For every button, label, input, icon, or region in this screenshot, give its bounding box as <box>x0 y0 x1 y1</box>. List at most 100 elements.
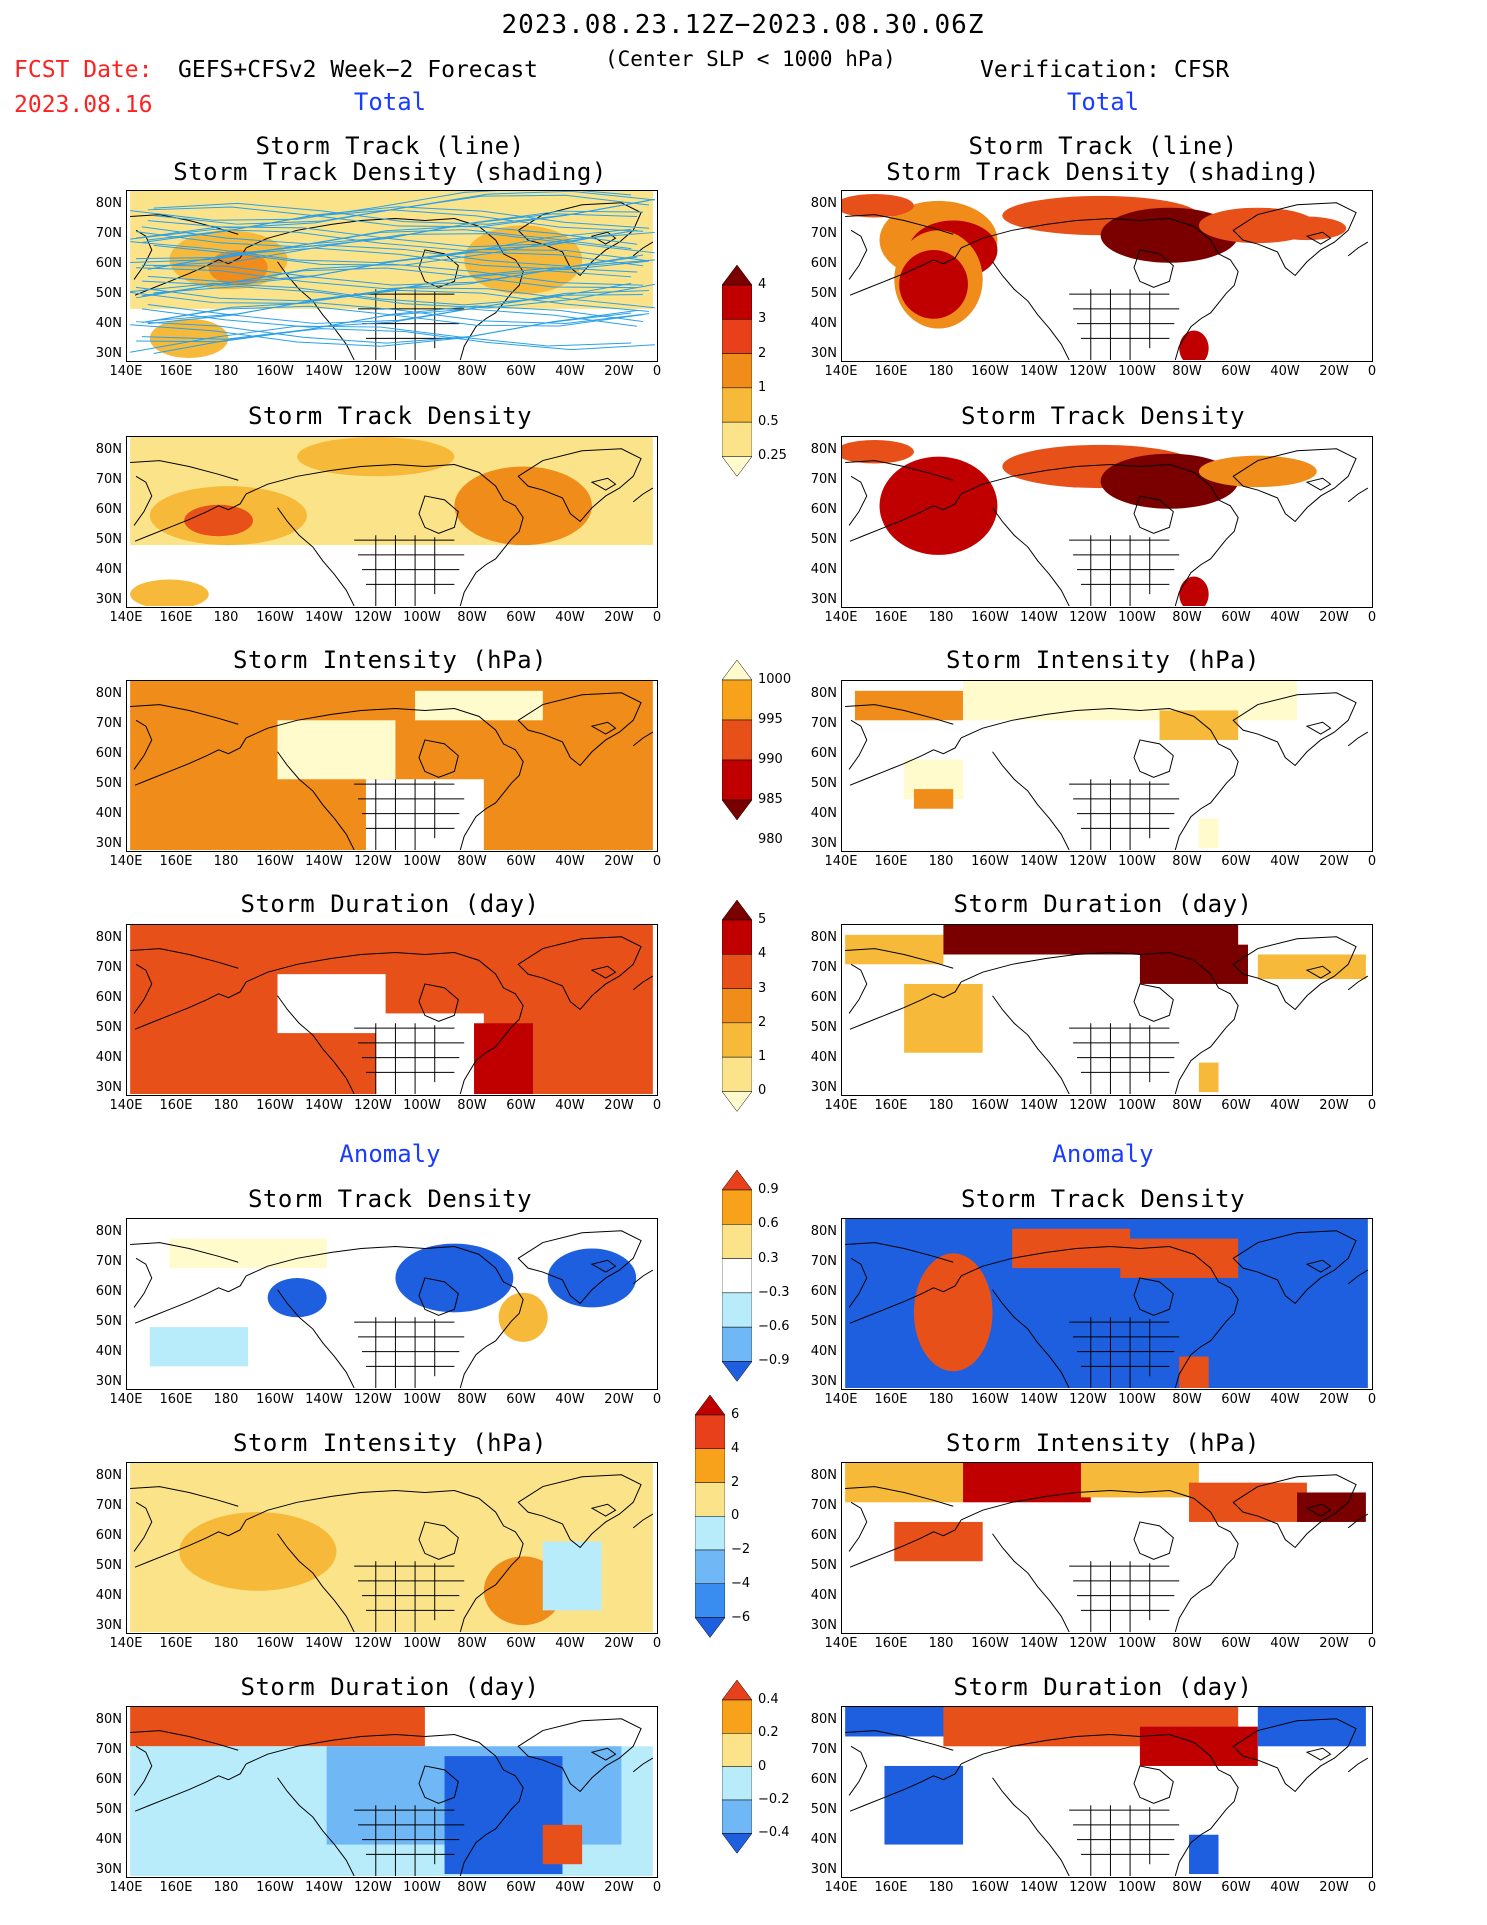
lon-tick-label: 140W <box>1020 1880 1058 1895</box>
coastline <box>590 1747 617 1761</box>
lat-tick-label: 70N <box>95 1254 122 1269</box>
colorbar-segment <box>721 1699 753 1734</box>
lat-tick-label: 40N <box>810 1588 837 1603</box>
coastline <box>517 448 642 523</box>
colorbar-label: 0 <box>758 1758 767 1774</box>
coastline <box>133 1501 153 1552</box>
lon-tick-label: 80W <box>1172 1392 1202 1407</box>
lat-tick-label: 30N <box>95 1374 122 1389</box>
storm-track-line <box>130 191 632 221</box>
lon-tick-label: 20W <box>1319 1636 1349 1651</box>
lon-tick-label: 160E <box>159 1880 193 1895</box>
lon-tick-label: 20W <box>1319 364 1349 379</box>
colorbar-label: 2 <box>758 1014 767 1030</box>
lon-tick-label: 0 <box>652 610 662 625</box>
lat-tick-label: 30N <box>95 1862 122 1877</box>
lon-tick-label: 180 <box>213 1636 239 1651</box>
lon-tick-label: 60W <box>1221 1880 1251 1895</box>
lon-tick-label: 0 <box>1367 364 1377 379</box>
colorbar-segment <box>721 1022 753 1058</box>
colorbar-label: 3 <box>758 980 767 996</box>
lat-tick-label: 60N <box>95 1528 122 1543</box>
lat-tick-label: 60N <box>810 1528 837 1543</box>
title-duration-left: Storm Duration (day) <box>240 890 540 918</box>
lon-tick-label: 120W <box>1069 364 1107 379</box>
shade-region <box>963 1463 1091 1503</box>
anomaly-label-right: Anomaly <box>1052 1140 1154 1168</box>
coastline <box>130 704 239 725</box>
lon-tick-label: 20W <box>1319 1392 1349 1407</box>
lon-tick-label: 160W <box>971 1880 1009 1895</box>
intensity-panel-cfsr-svg <box>845 681 1369 850</box>
lat-tick-label: 30N <box>810 1862 837 1877</box>
lon-tick-label: 160E <box>874 610 908 625</box>
lat-tick-label: 60N <box>810 746 837 761</box>
lat-tick-label: 40N <box>95 806 122 821</box>
lon-tick-label: 20W <box>1319 854 1349 869</box>
lat-tick-label: 60N <box>810 1772 837 1787</box>
lat-tick-label: 30N <box>810 836 837 851</box>
fcst-model: GEFS+CFSv2 Week−2 Forecast <box>178 57 539 83</box>
lon-tick-label: 160E <box>874 1392 908 1407</box>
lon-tick-label: 160W <box>971 1636 1009 1651</box>
lon-tick-label: 60W <box>506 854 536 869</box>
lat-tick-label: 60N <box>95 746 122 761</box>
colorbar-label: 995 <box>758 712 783 727</box>
colorbar-segment <box>721 319 753 354</box>
coastline <box>133 963 153 1014</box>
coastline <box>133 475 153 526</box>
coastline <box>590 477 617 491</box>
lon-tick-label: 60W <box>506 610 536 625</box>
coastline <box>245 708 524 850</box>
colorbar-segment <box>721 1326 753 1362</box>
lon-tick-label: 120W <box>1069 1392 1107 1407</box>
title-density-left: Storm Track Density <box>247 402 533 430</box>
anom-duration-panel-cfsr-svg <box>845 1707 1369 1876</box>
lon-tick-label: 0 <box>652 1098 662 1113</box>
coastline <box>992 1777 1070 1876</box>
lon-tick-label: 80W <box>457 1880 487 1895</box>
lon-tick-label: 160W <box>256 1098 294 1113</box>
lat-tick-label: 30N <box>95 1618 122 1633</box>
colorbar-label: 0.6 <box>758 1216 779 1232</box>
coastline <box>418 1277 459 1316</box>
lat-tick-label: 50N <box>810 776 837 791</box>
colorbar-density-total <box>721 264 753 549</box>
coastline <box>590 721 617 735</box>
lat-tick-label: 30N <box>810 1374 837 1389</box>
shade-region <box>375 1013 484 1094</box>
lon-tick-label: 100W <box>1118 364 1156 379</box>
colorbar-segment <box>721 679 753 721</box>
coastline <box>130 948 239 969</box>
storm-track-line <box>141 294 644 328</box>
coastline <box>1347 487 1369 503</box>
coastline <box>1347 241 1369 257</box>
coastline <box>632 487 654 503</box>
lon-tick-label: 140W <box>305 1098 343 1113</box>
colorbar-label: 980 <box>758 832 783 847</box>
verification-label: Verification: CFSR <box>980 57 1230 83</box>
coastline <box>517 1474 642 1549</box>
coastline <box>960 464 1239 606</box>
title-track-line-right: Storm Track (line) <box>968 132 1238 160</box>
lon-tick-label: 140E <box>824 364 858 379</box>
track-density2-panel-fcst-svg <box>130 437 654 606</box>
title-anom-duration-left: Storm Duration (day) <box>240 1673 540 1701</box>
lat-tick-label: 50N <box>95 1802 122 1817</box>
lon-tick-label: 160W <box>256 1392 294 1407</box>
lon-tick-label: 140E <box>109 1098 143 1113</box>
coastline <box>845 1730 954 1751</box>
lon-tick-label: 80W <box>1172 610 1202 625</box>
intensity-panel-cfsr <box>841 680 1373 852</box>
lat-tick-label: 40N <box>810 1050 837 1065</box>
coastline <box>245 1246 524 1388</box>
coastline <box>245 952 524 1094</box>
lon-tick-label: 160E <box>159 364 193 379</box>
shade-region <box>1012 1228 1131 1269</box>
lon-tick-label: 140W <box>1020 1636 1058 1651</box>
colorbar-segment <box>721 1258 753 1294</box>
lon-tick-label: 180 <box>928 1880 954 1895</box>
lon-tick-label: 40W <box>555 1392 585 1407</box>
lon-tick-label: 20W <box>604 854 634 869</box>
lon-tick-label: 80W <box>457 364 487 379</box>
